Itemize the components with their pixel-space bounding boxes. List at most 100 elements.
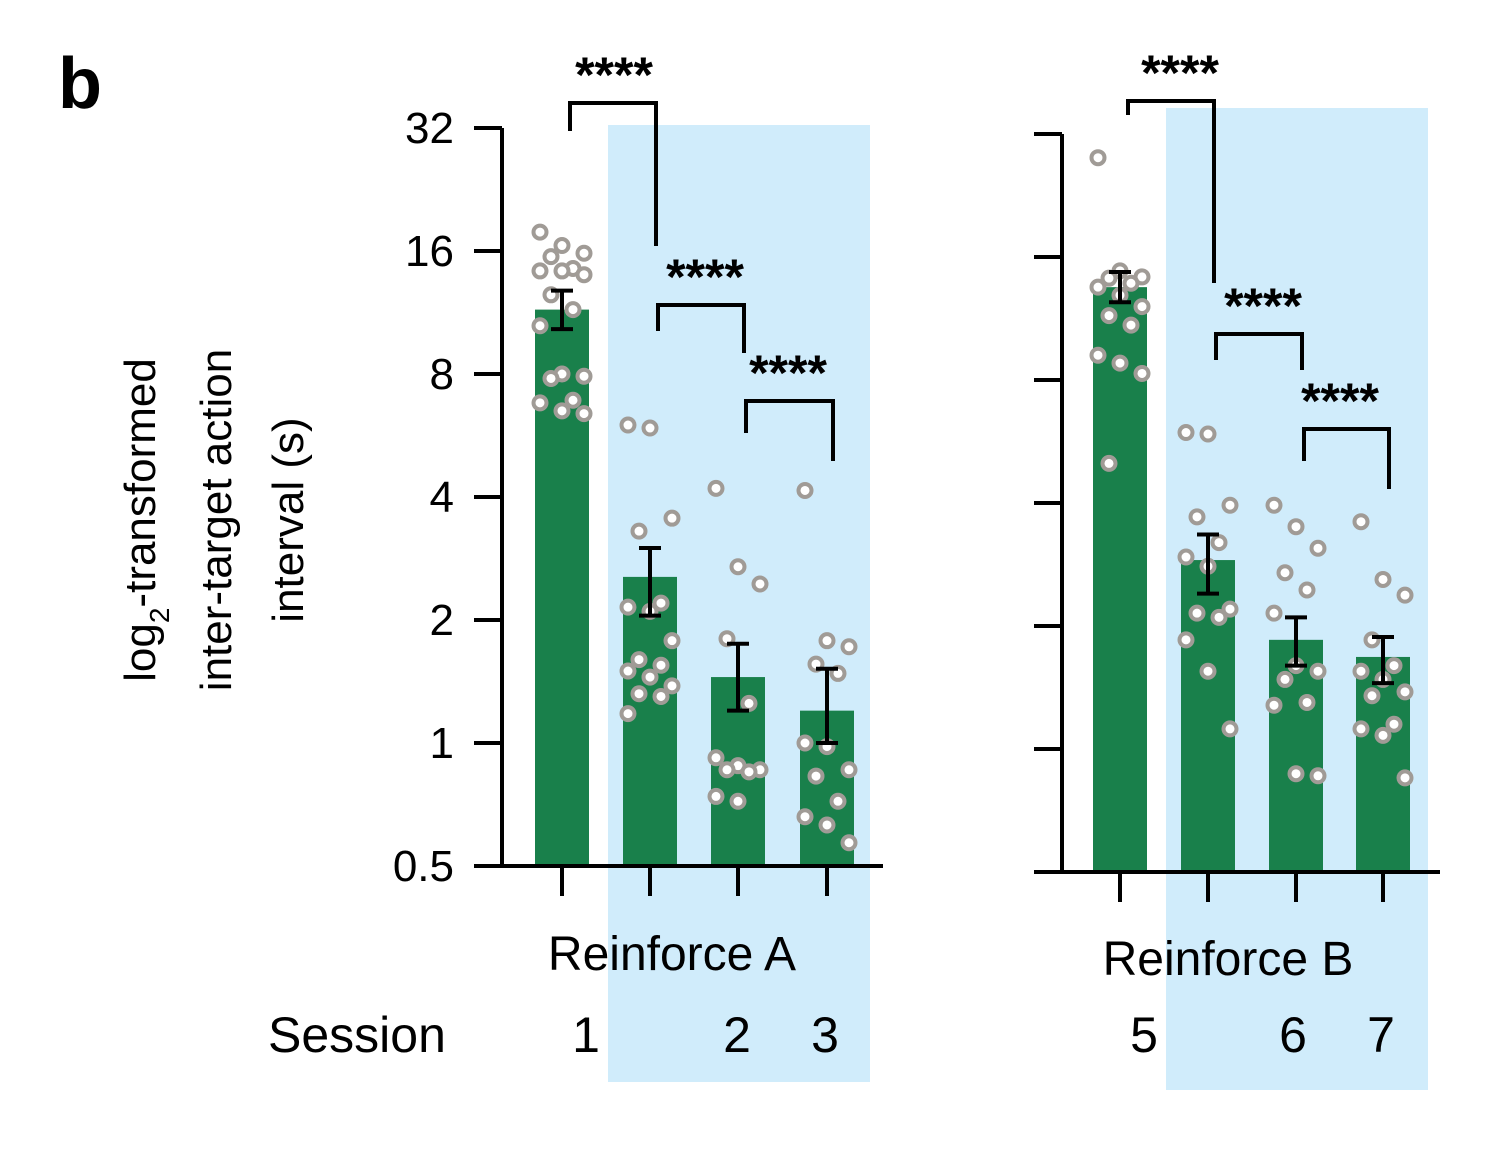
data-point — [796, 808, 814, 826]
data-point — [1122, 274, 1140, 292]
data-point — [1374, 726, 1392, 744]
data-point — [1199, 425, 1217, 443]
significance-stars: **** — [666, 249, 744, 305]
data-point — [1210, 608, 1228, 626]
data-point — [840, 638, 858, 656]
data-point — [663, 632, 681, 650]
data-point — [641, 419, 659, 437]
data-point — [630, 522, 648, 540]
bar-1 — [535, 309, 589, 866]
data-point — [1221, 720, 1239, 738]
data-point — [1089, 149, 1107, 167]
data-point — [1177, 424, 1195, 442]
data-point — [1309, 767, 1327, 785]
session-number: 2 — [723, 1007, 751, 1063]
data-point — [1396, 586, 1414, 604]
data-point — [807, 767, 825, 785]
data-point — [718, 761, 736, 779]
data-point — [1089, 278, 1107, 296]
data-point — [652, 594, 670, 612]
y-tick-label: 0.5 — [393, 842, 454, 891]
significance-stars: **** — [1141, 45, 1219, 101]
data-point — [1352, 513, 1370, 531]
data-point — [1221, 496, 1239, 514]
significance-stars: **** — [1224, 278, 1302, 334]
data-point — [1188, 604, 1206, 622]
data-point — [1298, 581, 1316, 599]
significance-bracket — [568, 101, 658, 246]
data-point — [1298, 693, 1316, 711]
data-point — [818, 632, 836, 650]
data-point — [575, 367, 593, 385]
group-label: Reinforce A — [548, 928, 796, 981]
significance-stars: **** — [575, 47, 653, 103]
significance-bracket — [744, 399, 835, 461]
data-point — [553, 262, 571, 280]
data-point — [652, 687, 670, 705]
data-point — [1199, 662, 1217, 680]
y-axis-title: log2-transformed inter-target action int… — [116, 349, 313, 691]
y-axis-title-log: log — [116, 623, 165, 682]
data-point — [1188, 508, 1206, 526]
data-point — [663, 677, 681, 695]
data-point — [1265, 696, 1283, 714]
data-point — [707, 749, 725, 767]
data-point — [1177, 548, 1195, 566]
bar-1 — [1093, 287, 1147, 873]
data-point — [1396, 769, 1414, 787]
data-point — [1363, 687, 1381, 705]
chart-panel-reinforce-b: Reinforce B 5 6 7 **** **** **** — [1034, 45, 1440, 1090]
significance-bracket — [1302, 427, 1391, 489]
session-row-label: Session — [268, 1007, 446, 1063]
session-number: 1 — [572, 1007, 600, 1063]
data-point — [1276, 564, 1294, 582]
data-point — [1265, 496, 1283, 514]
y-axis-title-line-1: log2-transformed — [116, 358, 175, 682]
data-point — [531, 262, 549, 280]
data-point — [740, 763, 758, 781]
session-number: 7 — [1367, 1007, 1395, 1063]
data-point — [1089, 346, 1107, 364]
data-point — [564, 301, 582, 319]
data-point — [729, 558, 747, 576]
data-point — [663, 509, 681, 527]
data-point — [553, 402, 571, 420]
significance-bracket — [656, 303, 746, 353]
data-point — [1221, 600, 1239, 618]
significance-bracket — [1214, 332, 1304, 370]
data-point — [840, 761, 858, 779]
data-point — [1287, 765, 1305, 783]
data-point — [751, 575, 769, 593]
significance-stars: **** — [1301, 373, 1379, 429]
data-point — [575, 405, 593, 423]
data-point — [1265, 604, 1283, 622]
data-point — [1276, 670, 1294, 688]
panel-label: b — [58, 44, 102, 124]
data-point — [630, 685, 648, 703]
data-point — [1309, 662, 1327, 680]
data-point — [1133, 364, 1151, 382]
data-point — [729, 792, 747, 810]
data-point — [531, 317, 549, 335]
data-point — [840, 834, 858, 852]
data-point — [630, 651, 648, 669]
session-number: 5 — [1130, 1007, 1158, 1063]
y-tick-label: 32 — [405, 104, 454, 153]
significance-stars: **** — [749, 345, 827, 401]
data-point — [1309, 539, 1327, 557]
data-point — [740, 694, 758, 712]
y-axis-title-line-2: inter-target action — [192, 349, 241, 691]
data-point — [641, 668, 659, 686]
data-point — [796, 734, 814, 752]
data-point — [1210, 534, 1228, 552]
y-tick-label: 4 — [430, 473, 454, 522]
data-point — [796, 481, 814, 499]
data-point — [1100, 454, 1118, 472]
data-point — [542, 248, 560, 266]
data-point — [1287, 518, 1305, 536]
session-number: 6 — [1279, 1007, 1307, 1063]
data-point — [818, 816, 836, 834]
data-point — [652, 656, 670, 674]
data-point — [1352, 720, 1370, 738]
